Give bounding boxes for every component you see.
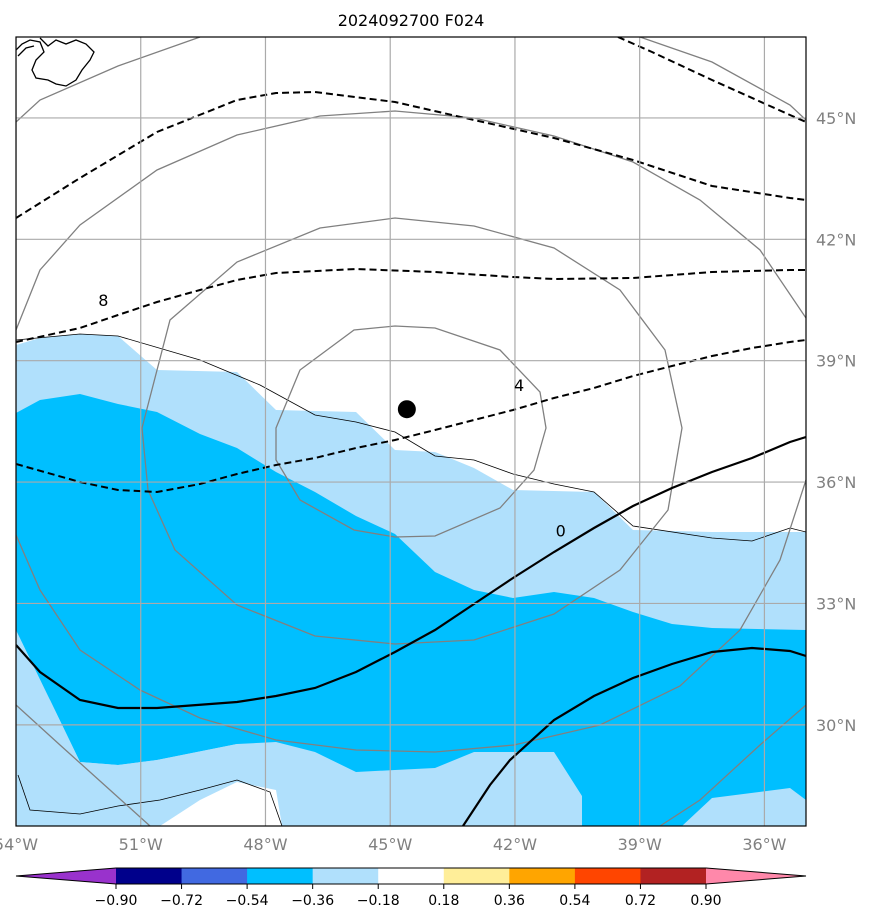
lon-tick-label: 36°W [742, 835, 786, 854]
colorbar-segment [509, 868, 576, 884]
shading-light-blue-bottom [16, 660, 237, 800]
map-area: 8 4 0 [16, 37, 806, 826]
lon-tick-label: 39°W [618, 835, 662, 854]
lon-tick-label: 51°W [119, 835, 163, 854]
latitude-tick-labels: 45°N 42°N 39°N 36°N 33°N 30°N [816, 109, 856, 735]
lon-tick-label: 48°W [243, 835, 287, 854]
coastline-outline [16, 37, 95, 87]
shading-deep-blue [16, 394, 806, 826]
colorbar-segment [640, 868, 707, 884]
latitude-gridlines [16, 117, 806, 726]
colorbar-segment [312, 868, 379, 884]
colorbar-extend-low [16, 868, 116, 884]
lat-tick-label: 30°N [816, 716, 856, 735]
contour-label: 4 [514, 376, 524, 395]
contour-label: 0 [556, 522, 566, 541]
lat-tick-label: 36°N [816, 473, 856, 492]
colorbar-tick-label: 0.54 [559, 893, 590, 909]
colorbar-tick-label: −0.54 [226, 893, 269, 909]
contour-label: 8 [98, 291, 108, 310]
colorbar-segment [443, 868, 510, 884]
map-title: 2024092700 F024 [338, 11, 485, 30]
colorbar-tick-label: −0.18 [357, 893, 400, 909]
colorbar-tick-label: −0.72 [160, 893, 203, 909]
lon-tick-label: 54°W [0, 835, 38, 854]
colorbar-tick-label: 0.18 [428, 893, 459, 909]
lat-tick-label: 45°N [816, 109, 856, 128]
pressure-rings [16, 37, 806, 826]
colorbar-segment [378, 868, 445, 884]
storm-center-marker [397, 400, 416, 419]
lat-tick-label: 42°N [816, 230, 856, 249]
colorbar-segment [116, 868, 183, 884]
contour-labels: 8 4 0 [98, 291, 566, 541]
colorbar-segment [247, 868, 314, 884]
colorbar-tick-label: −0.90 [95, 893, 138, 909]
ensemble-boundary-line-lower [17, 774, 283, 826]
lat-tick-label: 39°N [816, 352, 856, 371]
lon-tick-label: 42°W [493, 835, 537, 854]
colorbar-segment [181, 868, 248, 884]
colorbar-tick-label: 0.72 [625, 893, 656, 909]
longitude-gridlines [16, 37, 766, 826]
colorbar-extend-high [706, 868, 806, 884]
colorbar-segment [574, 868, 641, 884]
colorbar: −0.90 −0.72 −0.54 −0.36 −0.18 0.18 0.36 0.54 0.7… [15, 867, 807, 909]
dashed-contours [16, 37, 806, 494]
map-frame [15, 36, 807, 827]
colorbar-tick-label: 0.90 [690, 893, 721, 909]
longitude-tick-labels: 54°W 51°W 48°W 45°W 42°W 39°W 36°W [0, 835, 787, 854]
lat-tick-label: 33°N [816, 594, 856, 613]
colorbar-tick-label: 0.36 [494, 893, 525, 909]
ensemble-boundary-line [16, 333, 806, 542]
lon-tick-label: 45°W [368, 835, 412, 854]
colorbar-tick-label: −0.36 [291, 893, 334, 909]
coastline-white-patch [160, 782, 282, 826]
